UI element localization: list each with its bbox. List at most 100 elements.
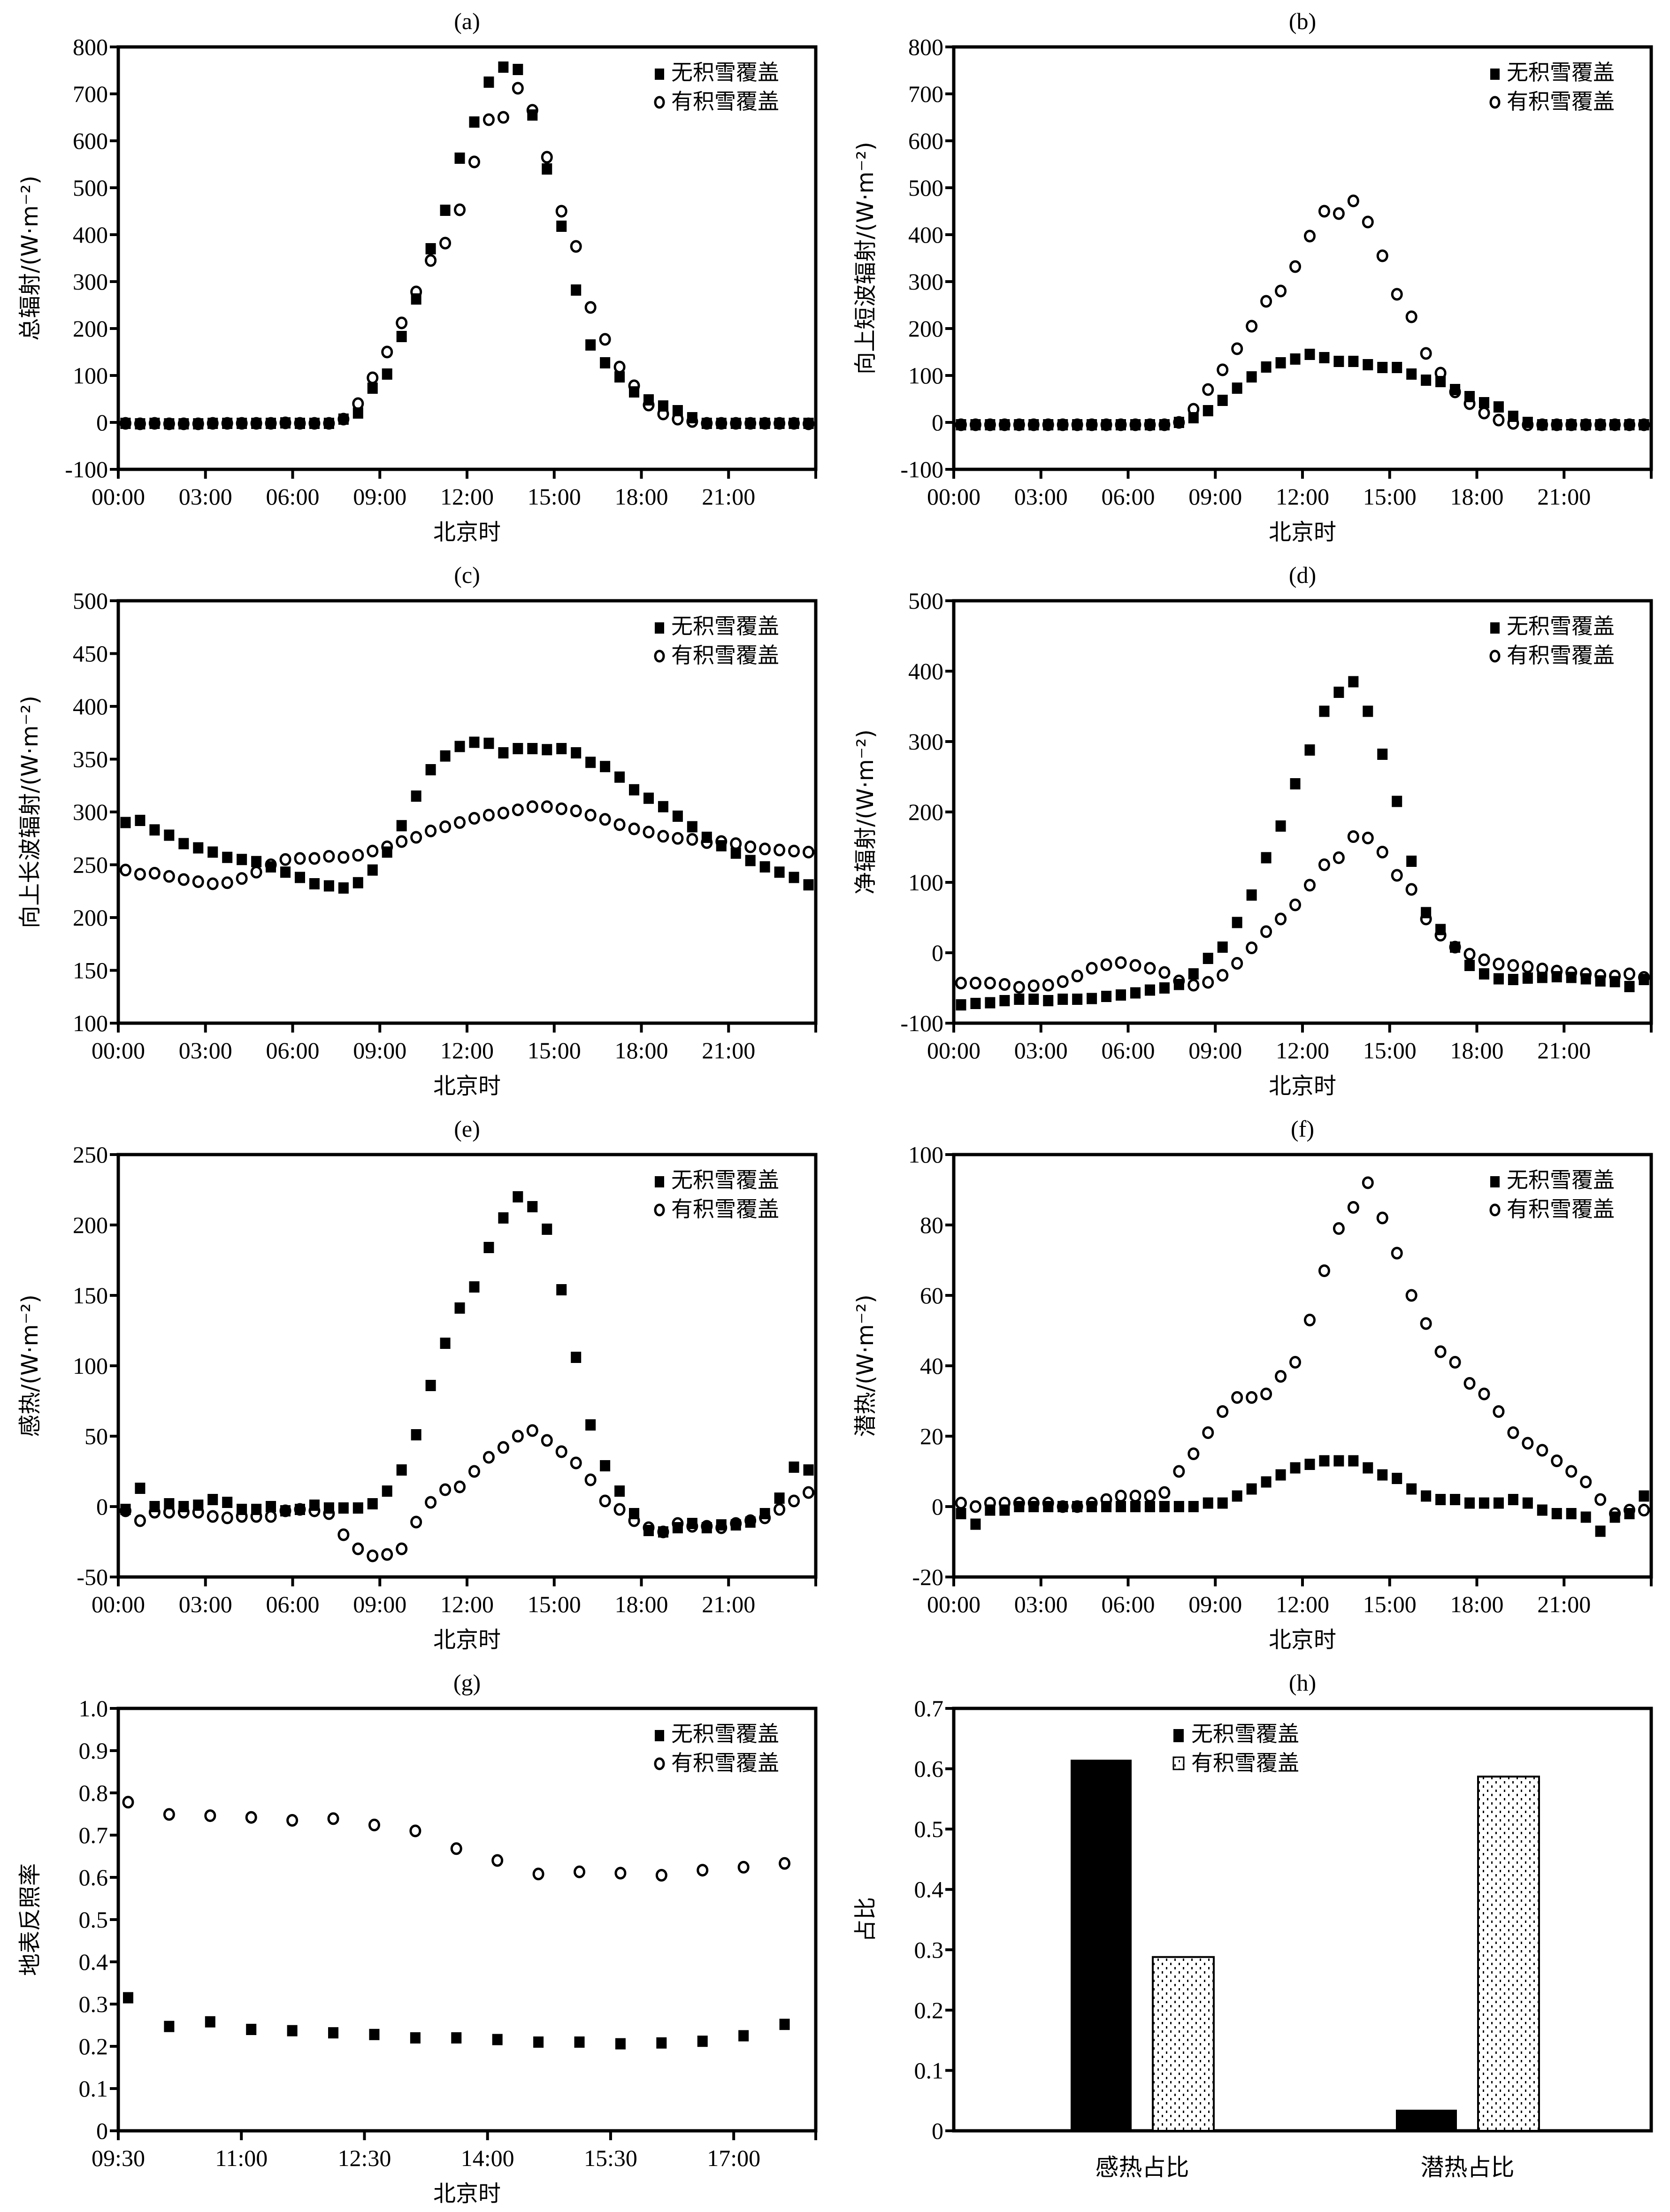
x-tick-label: 12:00 xyxy=(1276,1037,1329,1064)
data-point-circle xyxy=(657,830,669,843)
data-point-square xyxy=(574,2036,585,2048)
data-point-circle xyxy=(352,397,364,410)
y-tick-label: -50 xyxy=(77,1564,108,1590)
bar-latent-snow xyxy=(1477,1776,1540,2132)
y-axis-title: 总辐射/(W·m⁻²) xyxy=(17,176,43,341)
x-tick-label: 12:00 xyxy=(440,1591,494,1617)
data-point-circle xyxy=(1303,230,1316,243)
x-tick-label: 03:00 xyxy=(179,483,232,510)
data-point-square xyxy=(454,741,465,752)
y-tick-label: 0.4 xyxy=(914,1876,944,1903)
data-point-circle xyxy=(1173,974,1185,987)
data-point-circle xyxy=(468,155,480,168)
data-point-circle xyxy=(984,1497,996,1509)
series-no-snow xyxy=(120,61,814,429)
data-point-circle xyxy=(1333,1222,1345,1235)
data-point-circle xyxy=(368,1818,380,1831)
legend-circle-icon xyxy=(654,650,665,663)
data-point-circle xyxy=(250,1510,262,1523)
y-axis-title: 占比 xyxy=(852,1897,879,1942)
data-point-square xyxy=(1101,991,1112,1002)
y-axis-title: 净辐射/(W·m⁻²) xyxy=(852,729,879,895)
data-point-square xyxy=(789,1462,799,1473)
x-tick-label: 09:00 xyxy=(353,1037,406,1064)
data-point-circle xyxy=(1347,830,1359,843)
data-point-square xyxy=(759,861,770,873)
data-point-square xyxy=(411,1429,421,1440)
data-point-square xyxy=(687,412,697,423)
data-point-square xyxy=(498,1212,509,1224)
y-tick-label: 0.9 xyxy=(79,1737,108,1764)
legend-square-icon xyxy=(655,1730,664,1741)
legend-square-icon xyxy=(655,622,664,634)
data-point-circle xyxy=(1129,418,1141,431)
legend-square-icon xyxy=(655,69,664,80)
data-point-square xyxy=(367,864,378,876)
data-point-circle xyxy=(774,1503,786,1516)
data-point-circle xyxy=(454,203,466,216)
y-tick-label: 0.1 xyxy=(914,2057,944,2083)
data-point-circle xyxy=(1420,912,1432,926)
data-point-circle xyxy=(541,1434,553,1447)
data-point-circle xyxy=(730,417,742,430)
data-point-circle xyxy=(1478,1387,1490,1401)
data-point-circle xyxy=(803,846,815,858)
data-point-circle xyxy=(715,835,728,848)
data-point-square xyxy=(1450,1494,1461,1505)
x-tick-label: 06:00 xyxy=(266,1591,320,1617)
x-tick-label: 18:00 xyxy=(615,483,668,510)
y-tick-label: 0.5 xyxy=(79,1906,108,1933)
x-tick-label: 15:00 xyxy=(1363,1591,1417,1617)
data-point-square xyxy=(1392,362,1402,373)
y-tick-label: 400 xyxy=(908,658,943,684)
data-point-circle xyxy=(1609,1507,1621,1520)
panel-b: (b) -100 0 100 200 300 400 500 600 700 800 向上短波辐射/(… xyxy=(852,8,1653,545)
data-point-square xyxy=(178,838,189,850)
x-tick-label: 09:00 xyxy=(1188,1591,1242,1617)
data-point-square xyxy=(999,995,1010,1006)
panel-c: (c) 100 150 200 250 300 350 400 450 500 向上长波辐射/(W·… xyxy=(17,562,818,1099)
y-tick-label: 600 xyxy=(73,128,108,154)
data-point-square xyxy=(1290,778,1301,789)
data-point-square xyxy=(600,357,611,368)
y-tick-label: 150 xyxy=(73,1282,108,1309)
data-point-circle xyxy=(1129,1490,1141,1502)
data-point-circle xyxy=(134,1514,146,1527)
data-point-circle xyxy=(1594,1493,1607,1506)
data-point-circle xyxy=(337,851,350,864)
series-snow xyxy=(955,1176,1650,1520)
y-tick-label: 100 xyxy=(908,869,943,896)
data-point-circle xyxy=(396,1542,408,1555)
data-point-circle xyxy=(570,1456,582,1470)
y-tick-label: 0.2 xyxy=(914,1997,944,2023)
data-point-square xyxy=(1057,994,1068,1005)
data-point-square xyxy=(287,2025,298,2036)
y-tick-label: 400 xyxy=(73,693,108,719)
data-point-circle xyxy=(599,333,611,346)
x-tick-label: 00:00 xyxy=(92,1037,145,1064)
series-snow xyxy=(119,1424,815,1562)
y-tick-label: 200 xyxy=(73,904,108,931)
data-point-square xyxy=(1246,889,1257,901)
data-point-square xyxy=(280,866,291,878)
x-tick-label: 00:00 xyxy=(92,483,145,510)
data-point-square xyxy=(1232,917,1242,928)
data-point-square xyxy=(614,771,625,783)
y-tick-label: 300 xyxy=(73,799,108,825)
data-point-circle xyxy=(1173,416,1185,429)
data-point-circle xyxy=(221,876,233,889)
data-point-circle xyxy=(177,417,190,430)
data-point-circle xyxy=(1638,1504,1650,1516)
y-tick-label: 100 xyxy=(73,1353,108,1379)
y-tick-label: 500 xyxy=(73,588,108,614)
y-tick-label: 20 xyxy=(920,1423,943,1449)
data-point-square xyxy=(1566,1508,1577,1519)
data-point-circle xyxy=(323,1507,335,1520)
x-tick-label: 15:00 xyxy=(528,483,581,510)
y-tick-label: 0 xyxy=(96,2118,108,2144)
data-point-square xyxy=(600,1460,611,1471)
data-point-circle xyxy=(337,1528,350,1541)
series-no-snow xyxy=(956,676,1649,1010)
data-point-square xyxy=(1478,1497,1489,1509)
data-point-circle xyxy=(425,825,437,837)
